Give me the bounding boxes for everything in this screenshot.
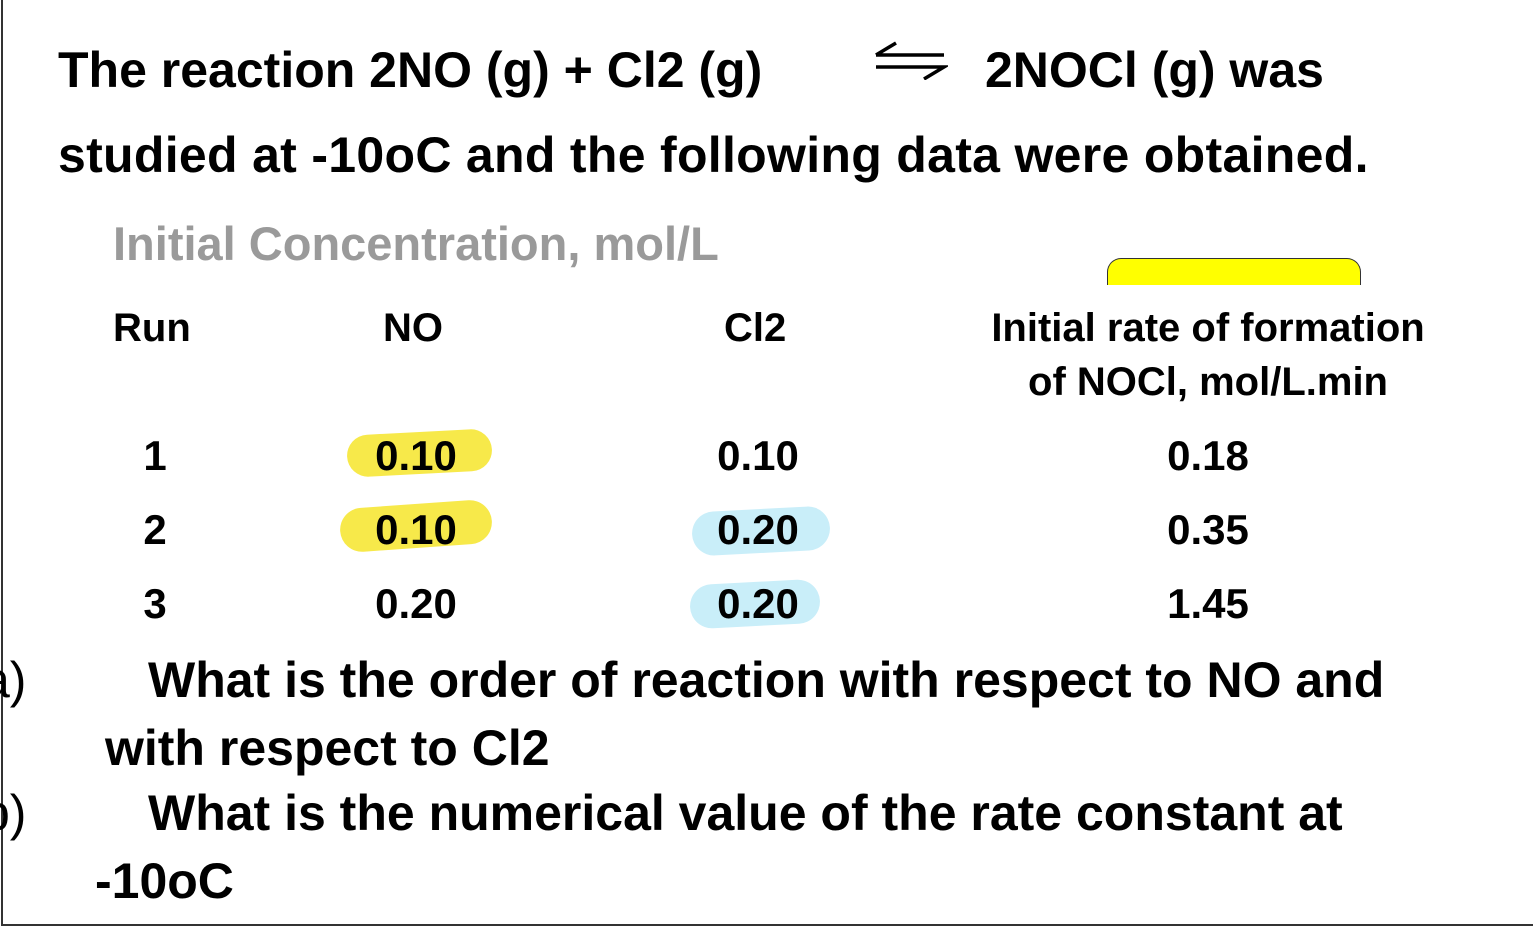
col-cl2: Cl2 <box>724 306 787 350</box>
col-no: NO <box>383 306 443 350</box>
intro-line1-right: 2NOCl (g) was <box>985 42 1324 98</box>
highlight-box <box>1107 258 1361 285</box>
cell-cl2: 0.20 <box>717 506 799 553</box>
cell-run: 1 <box>143 432 167 479</box>
cell-rate: 1.45 <box>1167 580 1249 627</box>
question-a-line2: with respect to Cl2 <box>105 720 550 776</box>
cell-run: 2 <box>143 506 167 553</box>
cell-no: 0.20 <box>375 580 457 627</box>
col-rate-line1: Initial rate of formation <box>991 306 1425 350</box>
cell-no: 0.10 <box>375 432 457 479</box>
cell-run: 3 <box>143 580 167 627</box>
col-run: Run <box>113 306 191 350</box>
cell-no: 0.10 <box>375 506 457 553</box>
question-a-line1: What is the order of reaction with respe… <box>148 652 1385 708</box>
question-b-line1: What is the numerical value of the rate … <box>148 785 1343 841</box>
cell-cl2: 0.10 <box>717 432 799 479</box>
equilibrium-arrow-icon <box>875 41 948 80</box>
cell-rate: 0.18 <box>1167 432 1249 479</box>
col-rate-line2: of NOCl, mol/L.min <box>1028 360 1388 404</box>
question-a-label: a) <box>0 652 27 708</box>
cell-rate: 0.35 <box>1167 506 1249 553</box>
question-b-label: b) <box>0 785 27 841</box>
intro-line2: studied at -10oC and the following data … <box>58 127 1369 183</box>
cell-cl2: 0.20 <box>717 580 799 627</box>
question-b-line2: -10oC <box>95 853 234 909</box>
intro-line1-left: The reaction 2NO (g) + Cl2 (g) <box>58 42 763 98</box>
group-header: Initial Concentration, mol/L <box>113 217 719 270</box>
